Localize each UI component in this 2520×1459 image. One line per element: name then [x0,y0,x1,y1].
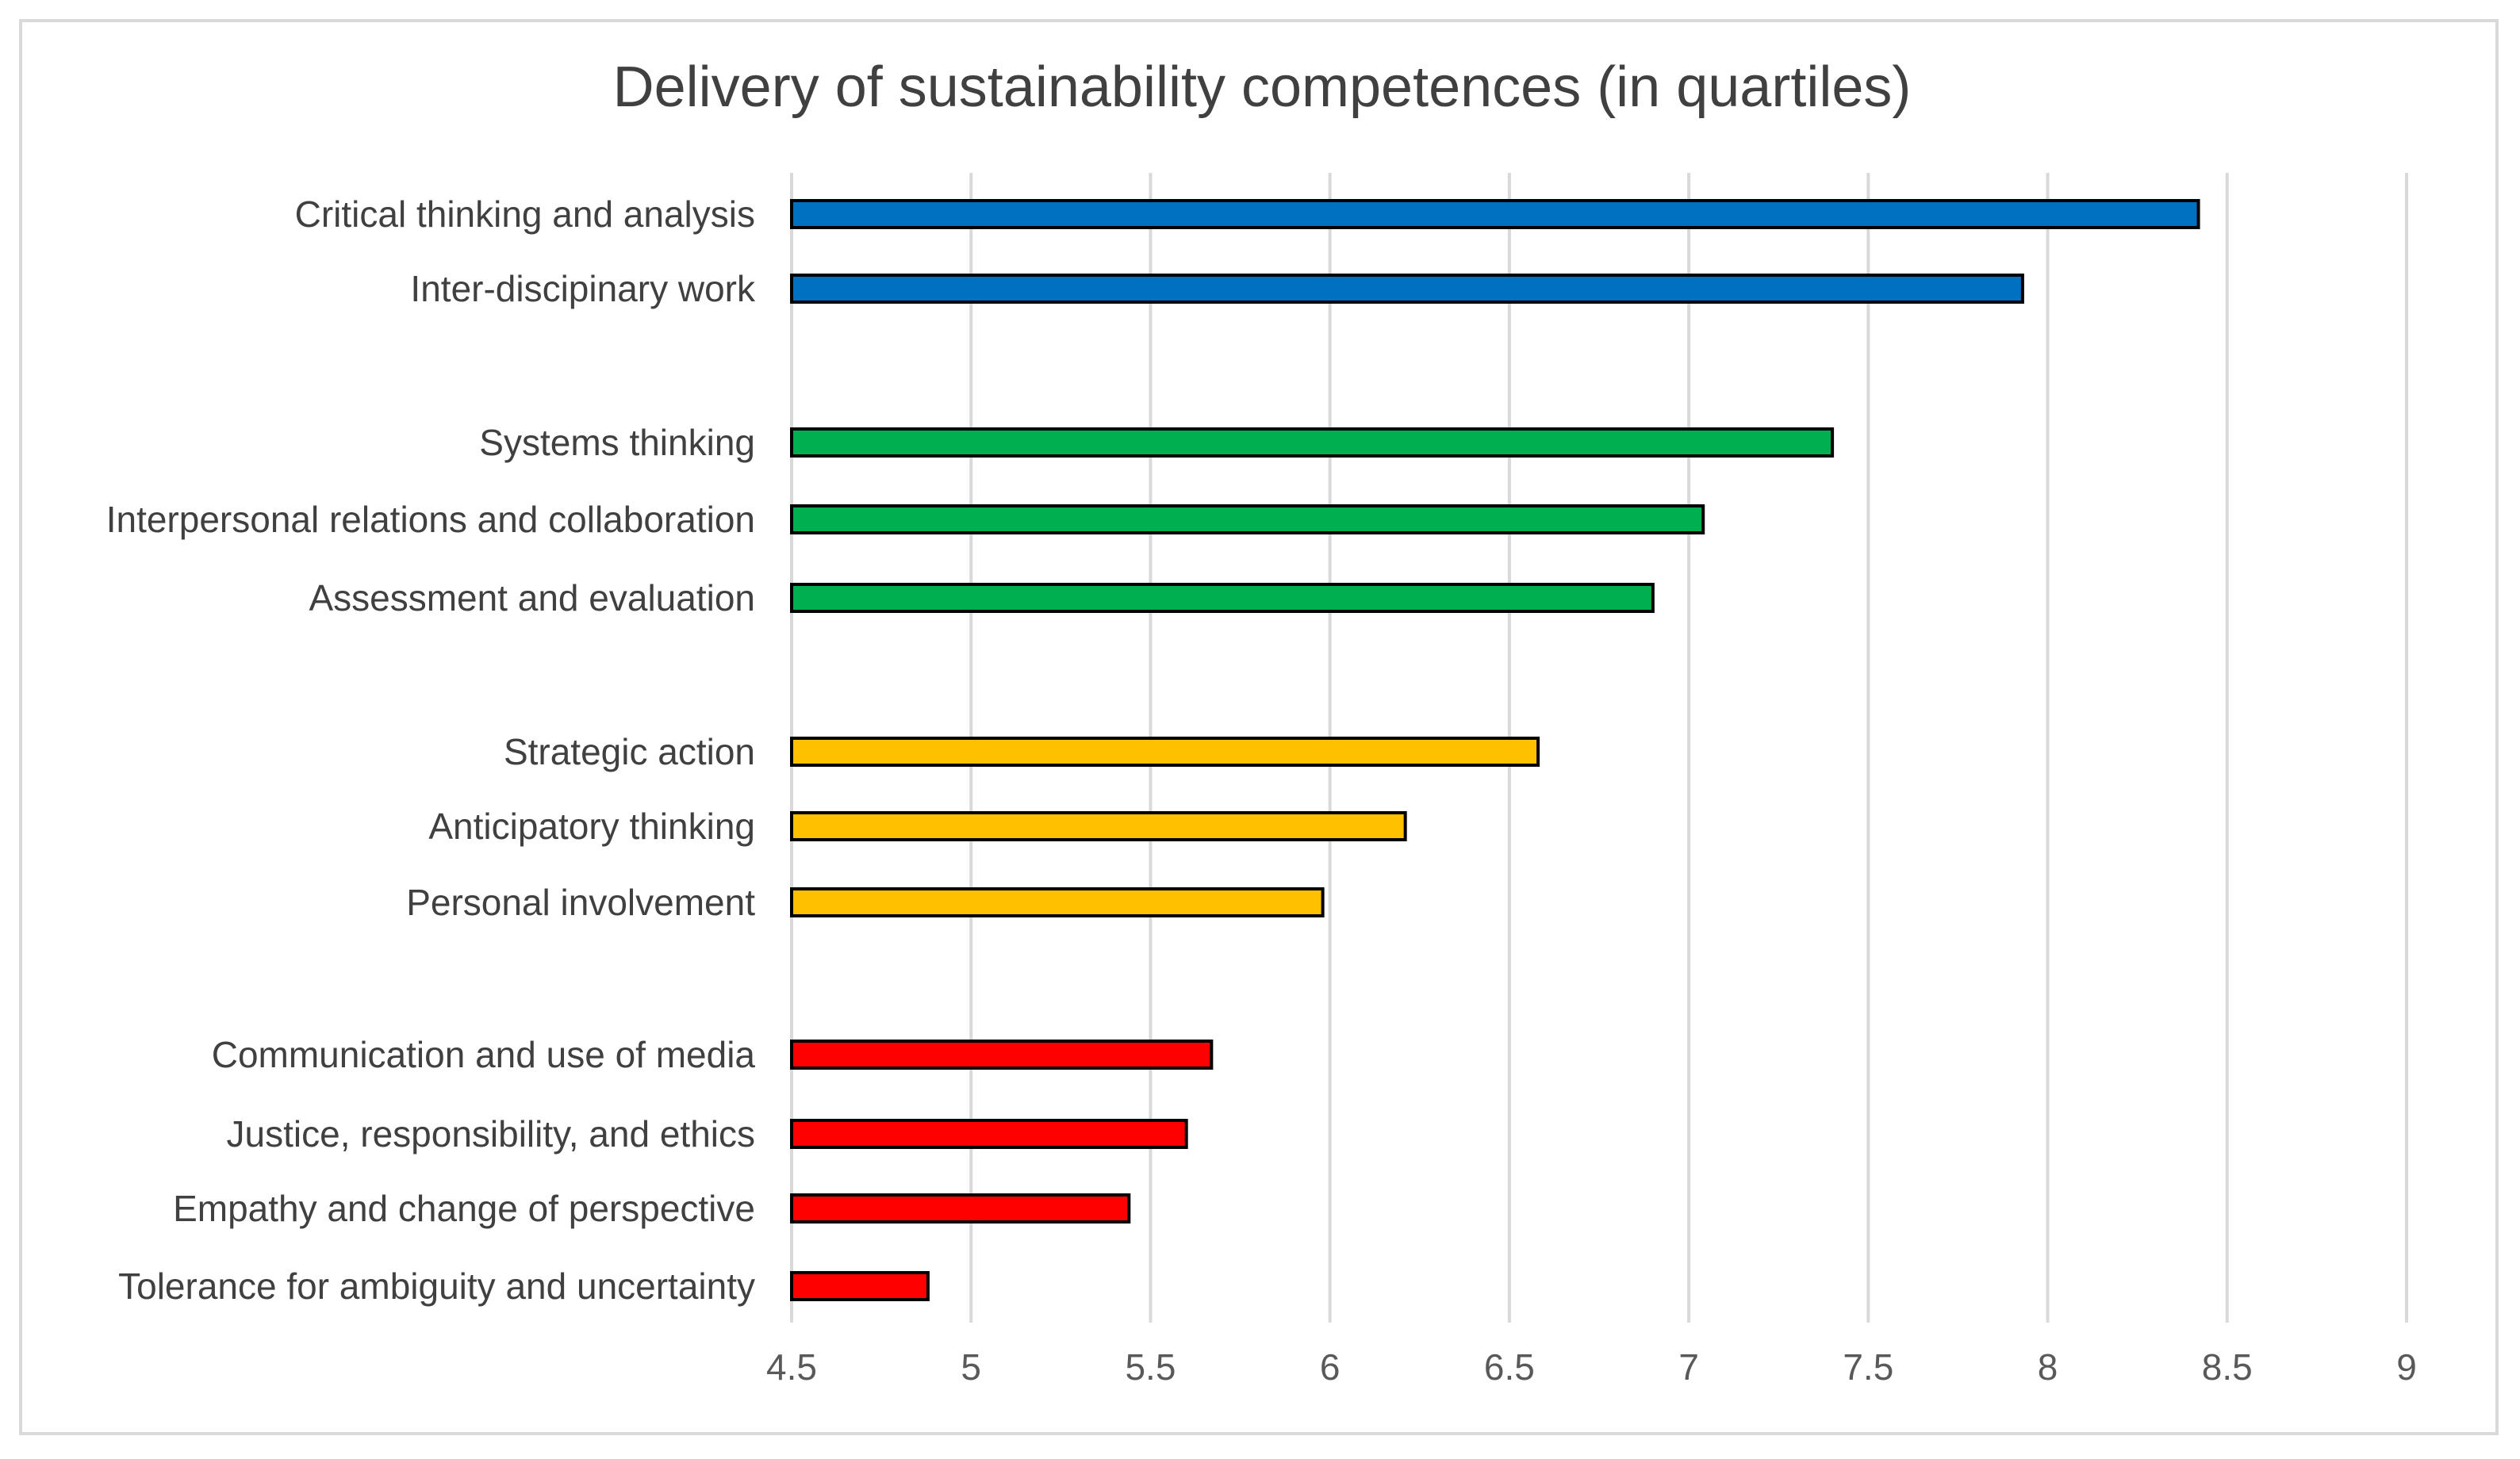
category-label: Interpersonal relations and collaboratio… [106,499,755,540]
x-tick-label: 9 [2396,1346,2417,1388]
x-tick-label: 5.5 [1125,1346,1176,1388]
category-label: Justice, responsibility, and ethics [227,1113,755,1155]
category-label: Critical thinking and analysis [295,193,755,235]
bars [790,199,2200,1301]
category-label: Tolerance for ambiguity and uncertainty [118,1266,755,1307]
bar [790,1040,1214,1070]
bar [790,737,1540,767]
chart-frame: Delivery of sustainability competences (… [19,19,2499,1435]
category-label: Inter-discipinary work [410,268,756,309]
x-tick-label: 6.5 [1484,1346,1535,1388]
bar [790,504,1705,534]
bar [790,1271,930,1301]
x-tick-label: 4.5 [766,1346,817,1388]
category-label: Strategic action [504,731,755,772]
bar [790,1193,1131,1223]
category-label: Personal involvement [406,882,755,923]
chart-title: Delivery of sustainability competences (… [613,56,1912,119]
bar [790,274,2024,304]
chart-canvas: Delivery of sustainability competences (… [106,56,2417,1388]
category-label: Systems thinking [479,422,755,463]
bar [790,1119,1188,1149]
x-tick-label: 8 [2038,1346,2058,1388]
bar [790,887,1325,917]
bar [790,583,1655,613]
x-axis-ticks: 4.5 5 5.5 6 6.5 7 7.5 8 8.5 9 [766,1346,2417,1388]
x-tick-label: 7 [1678,1346,1699,1388]
category-labels: Critical thinking and analysis Inter-disc… [106,193,756,1307]
x-tick-label: 5 [961,1346,981,1388]
category-label: Communication and use of media [212,1034,756,1075]
bar [790,811,1407,841]
category-label: Empathy and change of perspective [173,1188,755,1229]
x-tick-label: 8.5 [2202,1346,2253,1388]
bar [790,427,1835,458]
x-tick-label: 6 [1320,1346,1341,1388]
category-label: Anticipatory thinking [428,806,755,847]
bar [790,199,2200,229]
category-label: Assessment and evaluation [309,577,755,618]
x-tick-label: 7.5 [1843,1346,1893,1388]
